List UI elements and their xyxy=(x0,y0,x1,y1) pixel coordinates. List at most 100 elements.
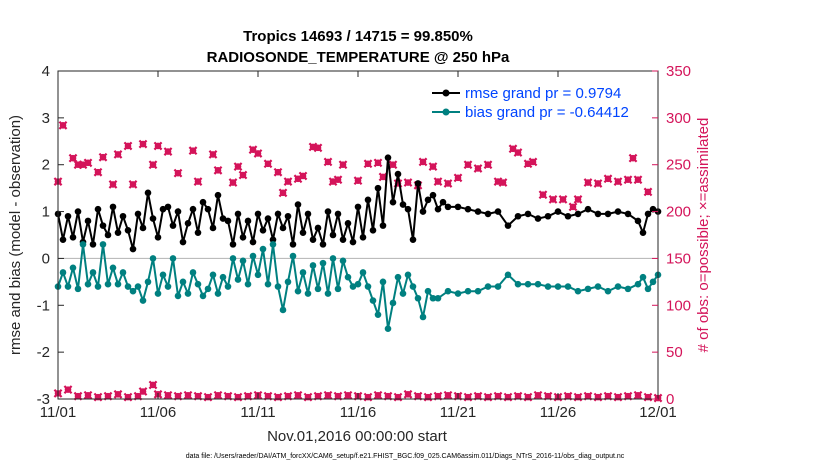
obs-possible-mark xyxy=(374,391,382,399)
obs-possible-mark xyxy=(284,392,292,400)
bias-point xyxy=(554,283,562,290)
obs-possible-mark xyxy=(139,388,147,395)
bias-point xyxy=(189,269,197,276)
obs-possible-mark xyxy=(214,391,222,399)
bias-point xyxy=(84,280,92,288)
obs-possible-mark xyxy=(74,161,82,169)
rmse-point xyxy=(264,215,272,222)
bias-point xyxy=(404,271,412,279)
rmse-point xyxy=(254,210,262,218)
rmse-point xyxy=(394,170,402,178)
y-right-tick-label: 50 xyxy=(666,344,683,361)
rmse-point xyxy=(634,217,642,225)
obs-possible-mark xyxy=(184,391,192,399)
obs-possible-mark xyxy=(244,392,252,400)
obs-possible-mark xyxy=(189,147,197,154)
obs-possible-mark xyxy=(374,159,382,167)
y-right-tick-label: 350 xyxy=(666,63,691,80)
rmse-point xyxy=(69,234,77,241)
bias-point xyxy=(434,294,442,302)
bias-point xyxy=(184,290,192,297)
bias-point xyxy=(514,280,522,288)
bias-point xyxy=(134,283,142,290)
obs-possible-mark xyxy=(104,392,112,400)
obs-possible-mark xyxy=(404,391,412,398)
obs-possible-mark xyxy=(314,144,322,152)
bias-point xyxy=(534,280,542,288)
obs-possible-mark xyxy=(379,173,387,181)
bias-point xyxy=(74,285,82,293)
obs-possible-mark xyxy=(224,392,232,400)
rmse-point xyxy=(504,222,512,229)
obs-possible-mark xyxy=(84,159,92,167)
rmse-point xyxy=(339,236,347,243)
obs-possible-mark xyxy=(334,392,342,400)
rmse-point xyxy=(344,219,352,227)
bias-point xyxy=(374,311,382,318)
bias-point xyxy=(174,292,182,300)
obs-possible-mark xyxy=(529,158,537,166)
line-series xyxy=(54,154,662,333)
rmse-point xyxy=(279,224,287,232)
legend-rmse-label: rmse grand pr = 0.9794 xyxy=(465,85,621,102)
obs-possible-mark xyxy=(294,175,302,183)
rmse-point xyxy=(99,222,107,229)
obs-possible-mark xyxy=(139,140,147,148)
rmse-point xyxy=(649,205,657,213)
obs-possible-mark xyxy=(154,142,162,150)
rmse-point xyxy=(409,236,417,243)
bias-point xyxy=(94,283,102,290)
obs-possible-mark xyxy=(514,392,522,400)
bias-point xyxy=(99,241,107,248)
y-right-tick-label: 100 xyxy=(666,297,691,314)
obs-possible-mark xyxy=(149,161,157,169)
bias-point xyxy=(109,264,117,272)
rmse-point xyxy=(359,234,367,241)
rmse-point xyxy=(229,241,237,248)
rmse-point xyxy=(384,154,392,161)
rmse-point xyxy=(544,212,552,220)
obs-possible-mark xyxy=(64,386,72,393)
bias-point xyxy=(584,285,592,293)
obs-possible-mark xyxy=(544,392,552,400)
x-tick-label: 11/16 xyxy=(340,404,376,421)
y-tick-label: -2 xyxy=(37,344,50,361)
bias-point xyxy=(379,278,387,286)
rmse-point xyxy=(89,241,97,248)
bias-point xyxy=(139,297,147,304)
y-tick-label: -3 xyxy=(37,391,50,408)
obs-possible-mark xyxy=(484,161,492,169)
obs-possible-mark xyxy=(584,392,592,400)
bias-point xyxy=(339,257,347,265)
bias-point xyxy=(524,280,532,288)
rmse-point xyxy=(399,201,407,208)
obs-possible-mark xyxy=(624,392,632,400)
bias-point xyxy=(294,287,302,295)
bias-point xyxy=(69,264,77,272)
rmse-point xyxy=(289,241,297,248)
bias-point xyxy=(364,283,372,290)
bias-point xyxy=(114,280,122,288)
y-tick-label: 4 xyxy=(42,63,50,80)
rmse-point xyxy=(389,198,397,206)
rmse-point xyxy=(429,191,437,199)
bias-point xyxy=(169,255,177,262)
bias-point xyxy=(324,290,332,297)
obs-possible-mark xyxy=(334,176,342,184)
rmse-point xyxy=(524,210,532,218)
rmse-point xyxy=(319,241,327,248)
rmse-point xyxy=(179,238,187,246)
rmse-point xyxy=(249,238,257,246)
rmse-point xyxy=(259,227,267,234)
bias-point xyxy=(89,269,97,276)
obs-possible-mark xyxy=(74,392,82,400)
bias-point xyxy=(249,252,257,260)
obs-possible-mark xyxy=(644,188,652,196)
rmse-point xyxy=(124,227,132,234)
bias-point xyxy=(224,283,232,290)
bias-point xyxy=(179,278,187,286)
bias-point xyxy=(304,290,312,297)
rmse-point xyxy=(74,208,82,215)
rmse-point xyxy=(639,229,647,236)
